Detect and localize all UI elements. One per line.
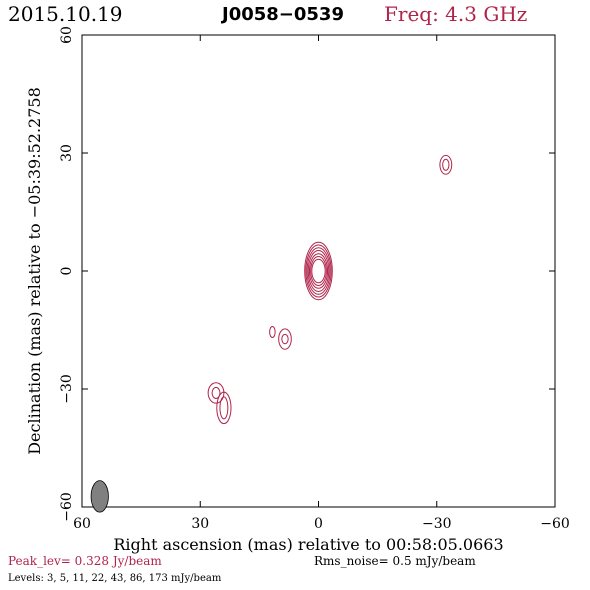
contour-ring [219, 396, 229, 420]
contour-ring [311, 258, 326, 284]
contour-levels: Levels: 3, 5, 11, 22, 43, 86, 173 mJy/be… [8, 573, 222, 584]
contour-ring [281, 333, 289, 345]
y-tick-label: 60 [59, 26, 75, 44]
contour-ring [269, 325, 276, 338]
component-jet-b [278, 328, 292, 350]
peak-level: Peak_lev= 0.328 Jy/beam [8, 554, 162, 568]
rms-noise: Rms_noise= 0.5 mJy/beam [314, 554, 476, 568]
component-core [304, 241, 333, 301]
x-tick-label: 0 [314, 516, 323, 532]
component-cj-2 [216, 391, 232, 425]
x-tick-label: −60 [540, 516, 570, 532]
contour-ring [216, 391, 232, 425]
component-cj-1 [207, 382, 225, 404]
component-jet-c [269, 325, 276, 338]
y-tick-label: −60 [59, 492, 75, 522]
contour-ring [278, 328, 292, 350]
contour-ring [308, 253, 329, 289]
plot-frame [81, 34, 556, 508]
x-tick-label: −30 [422, 516, 452, 532]
observation-date: 2015.10.19 [8, 2, 123, 26]
contours [90, 154, 453, 513]
contour-ring [304, 241, 333, 301]
frequency-label: Freq: 4.3 GHz [384, 2, 528, 26]
y-axis-label: Declination (mas) relative to −05:39:52.… [25, 87, 44, 455]
contour-ring [310, 255, 327, 287]
contour-ring [307, 250, 330, 292]
source-name: J0058−0539 [222, 4, 344, 25]
contour-ring [211, 386, 221, 399]
contour-ring [305, 244, 332, 298]
beam-ellipse [90, 480, 109, 513]
contour-ring [306, 247, 331, 295]
tick-marks [81, 34, 556, 508]
component-jet-a [439, 154, 453, 175]
x-axis-label: Right ascension (mas) relative to 00:58:… [113, 535, 503, 554]
tick-labels: 60 30 0 −30 −60 −60 −30 0 30 60 [59, 26, 570, 532]
contour-ring [439, 154, 453, 175]
x-tick-label: 30 [191, 516, 209, 532]
y-tick-label: −30 [59, 374, 75, 404]
y-tick-label: 30 [59, 144, 75, 162]
contour-ring [442, 158, 450, 171]
contour-ring [207, 382, 225, 404]
y-tick-label: 0 [59, 267, 75, 276]
x-tick-label: 60 [73, 516, 91, 532]
